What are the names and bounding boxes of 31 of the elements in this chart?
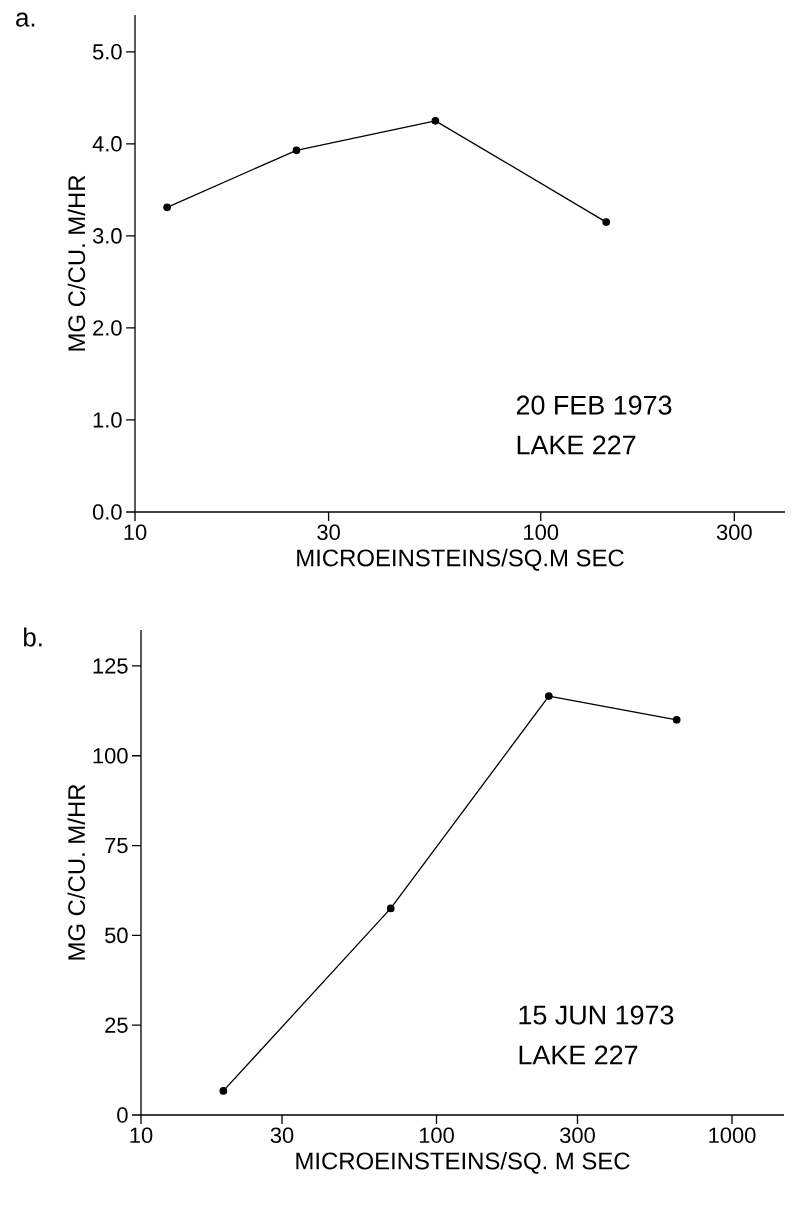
y-axis-title: MG C/CU. M/HR xyxy=(67,175,86,351)
y-tick-label: 50 xyxy=(105,927,128,944)
y-tick-label: 75 xyxy=(105,837,128,854)
annotation: 15 JUN 1973 xyxy=(519,1005,674,1025)
annotation: LAKE 227 xyxy=(517,435,636,455)
y-tick-label: 25 xyxy=(105,1017,128,1033)
x-tick-label: 1000 xyxy=(709,1127,756,1144)
x-tick-label: 300 xyxy=(716,524,752,541)
chart-title: a. xyxy=(16,12,35,27)
x-axis-title: MICROEINSTEINS/SQ. M SEC xyxy=(296,1151,630,1174)
y-tick-label: 3.0 xyxy=(92,228,122,244)
y-tick-label: 1.0 xyxy=(93,412,122,428)
x-tick-label: 10 xyxy=(124,524,147,541)
y-tick-label: 125 xyxy=(93,658,128,674)
y-tick-label: 0.0 xyxy=(92,504,122,520)
annotation: LAKE 227 xyxy=(519,1045,638,1065)
y-tick-label: 2.0 xyxy=(93,320,122,336)
x-tick-label: 10 xyxy=(130,1127,153,1144)
x-tick-label: 100 xyxy=(524,524,559,541)
y-tick-label: 4.0 xyxy=(92,136,122,152)
x-tick-label: 300 xyxy=(560,1127,595,1144)
x-tick-label: 30 xyxy=(317,524,340,541)
y-axis-title: MG C/CU. M/HR xyxy=(67,784,86,960)
x-axis-title: MICROEINSTEINS/SQ.M SEC xyxy=(297,548,624,571)
x-tick-label: 30 xyxy=(270,1127,294,1144)
y-tick-label: 0 xyxy=(117,1107,128,1123)
annotation: 20 FEB 1973 xyxy=(516,395,672,415)
y-tick-label: 5.0 xyxy=(92,44,122,60)
y-tick-label: 100 xyxy=(93,747,128,764)
x-tick-label: 100 xyxy=(419,1127,454,1144)
chart-title: b. xyxy=(24,627,42,647)
